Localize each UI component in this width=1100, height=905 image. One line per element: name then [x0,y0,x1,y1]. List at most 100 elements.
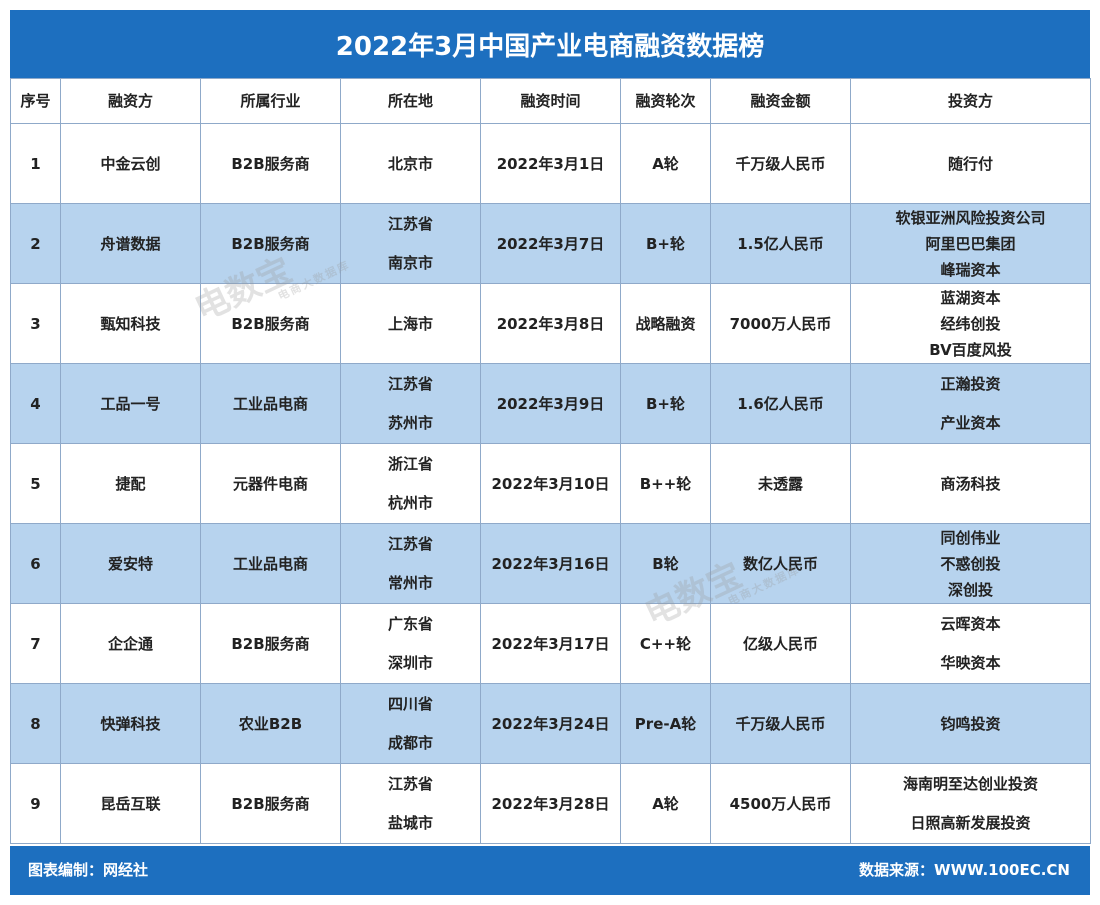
cell-no: 6 [10,523,61,604]
cell-location-line: 江苏省 [387,214,433,233]
cell-location: 广东省 深圳市 [340,603,481,684]
cell-location: 江苏省 苏州市 [340,363,481,444]
footer-source: 数据来源：WWW.100EC.CN [859,861,1070,879]
cell-investors-line: 云晖资本 [940,614,1001,633]
cell-location-line: 江苏省 [387,534,433,553]
cell-no: 9 [10,763,61,844]
cell-amount: 千万级人民币 [710,123,851,204]
cell-no: 8 [10,683,61,764]
cell-investors-line: 不惑创投 [940,554,1001,573]
cell-investors: 商汤科技 [850,443,1091,524]
cell-date: 2022年3月7日 [480,203,621,284]
cell-round: B++轮 [620,443,711,524]
cell-investors-line: 产业资本 [940,413,1001,432]
cell-investors-line: 经纬创投 [940,314,1001,333]
cell-location-line: 北京市 [387,154,433,173]
cell-investors: 钧鸣投资 [850,683,1091,764]
header-location: 所在地 [340,78,481,124]
cell-round: B轮 [620,523,711,604]
cell-location: 上海市 [340,283,481,364]
cell-amount: 7000万人民币 [710,283,851,364]
cell-investors-line: 软银亚洲风险投资公司 [895,208,1046,227]
page-title: 2022年3月中国产业电商融资数据榜 [10,10,1090,78]
cell-investors-line: 阿里巴巴集团 [925,234,1016,253]
cell-investors-line: 华映资本 [940,653,1001,672]
footer-credit: 图表编制：网经社 [28,861,149,879]
cell-investors: 海南明至达创业投资 日照高新发展投资 [850,763,1091,844]
cell-investors-line: 同创伟业 [940,528,1001,547]
cell-industry: B2B服务商 [200,203,341,284]
cell-investors: 同创伟业 不惑创投 深创投 [850,523,1091,604]
table-row: 8 快弹科技 农业B2B 四川省 成都市 2022年3月24日 Pre-A轮 千万级人民币 钧鸣… [10,683,1091,764]
table-row: 7 企企通 B2B服务商 广东省 深圳市 2022年3月17日 C++轮 亿级人民币 云晖资本华… [10,603,1091,684]
cell-location-line: 江苏省 [387,774,433,793]
cell-round: 战略融资 [620,283,711,364]
cell-investors: 云晖资本 华映资本 [850,603,1091,684]
footer: 图表编制：网经社 数据来源：WWW.100EC.CN [10,846,1090,895]
cell-location: 江苏省 常州市 [340,523,481,604]
cell-investors-line: 海南明至达创业投资 [902,774,1038,793]
header-round: 融资轮次 [620,78,711,124]
table-row: 1 中金云创 B2B服务商 北京市 2022年3月1日 A轮 千万级人民币 随行付 [10,123,1091,204]
cell-no: 7 [10,603,61,684]
cell-industry: B2B服务商 [200,283,341,364]
cell-industry: 元器件电商 [200,443,341,524]
cell-location-line: 四川省 [387,694,433,713]
cell-company: 工品一号 [60,363,201,444]
cell-investors: 蓝湖资本经纬创投 BV百度风投 [850,283,1091,364]
table-row: 4 工品一号 工业品电商 江苏省 苏州市 2022年3月9日 B+轮 1.6亿人民币 正瀚投资产… [10,363,1091,444]
cell-no: 4 [10,363,61,444]
cell-company: 捷配 [60,443,201,524]
cell-investors-line: 蓝湖资本 [940,288,1001,307]
cell-industry: 工业品电商 [200,523,341,604]
table-row: 3 甄知科技 B2B服务商 上海市 2022年3月8日 战略融资 7000万人民币 蓝湖资本经… [10,283,1091,364]
cell-date: 2022年3月28日 [480,763,621,844]
cell-round: B+轮 [620,363,711,444]
cell-date: 2022年3月24日 [480,683,621,764]
cell-round: B+轮 [620,203,711,284]
ranking-board: 2022年3月中国产业电商融资数据榜 序号 融资方 所属行业 所在地 融资时间 … [10,10,1091,895]
cell-location-line: 南京市 [387,253,433,272]
cell-location: 浙江省 杭州市 [340,443,481,524]
cell-location-line: 广东省 [387,614,433,633]
cell-investors-line: 正瀚投资 [940,374,1001,393]
cell-amount: 4500万人民币 [710,763,851,844]
header-amount: 融资金额 [710,78,851,124]
cell-date: 2022年3月9日 [480,363,621,444]
cell-date: 2022年3月17日 [480,603,621,684]
cell-amount: 1.5亿人民币 [710,203,851,284]
header-date: 融资时间 [480,78,621,124]
cell-industry: 农业B2B [200,683,341,764]
cell-no: 2 [10,203,61,284]
financing-table: 序号 融资方 所属行业 所在地 融资时间 融资轮次 融资金额 投资方 1 中金云创… [10,78,1091,844]
cell-date: 2022年3月8日 [480,283,621,364]
table-row: 9 昆岳互联 B2B服务商 江苏省 盐城市 2022年3月28日 A轮 4500万人民币 海南明… [10,763,1091,844]
cell-industry: B2B服务商 [200,603,341,684]
cell-location-line: 杭州市 [387,493,433,512]
header-company: 融资方 [60,78,201,124]
cell-amount: 千万级人民币 [710,683,851,764]
cell-location-line: 常州市 [387,573,433,592]
cell-company: 快弹科技 [60,683,201,764]
cell-date: 2022年3月16日 [480,523,621,604]
cell-location: 北京市 [340,123,481,204]
cell-industry: B2B服务商 [200,763,341,844]
cell-date: 2022年3月10日 [480,443,621,524]
cell-company: 爱安特 [60,523,201,604]
cell-company: 昆岳互联 [60,763,201,844]
cell-location-line: 盐城市 [387,813,433,832]
cell-industry: B2B服务商 [200,123,341,204]
cell-company: 甄知科技 [60,283,201,364]
header-industry: 所属行业 [200,78,341,124]
cell-investors-line: 峰瑞资本 [940,260,1001,279]
cell-amount: 亿级人民币 [710,603,851,684]
cell-no: 5 [10,443,61,524]
cell-round: C++轮 [620,603,711,684]
cell-date: 2022年3月1日 [480,123,621,204]
cell-location-line: 上海市 [387,314,433,333]
cell-investors-line: 日照高新发展投资 [910,813,1031,832]
cell-investors-line: BV百度风投 [929,340,1012,359]
cell-investors-line: 随行付 [947,154,993,173]
cell-round: Pre-A轮 [620,683,711,764]
table-header-row: 序号 融资方 所属行业 所在地 融资时间 融资轮次 融资金额 投资方 [10,78,1091,124]
